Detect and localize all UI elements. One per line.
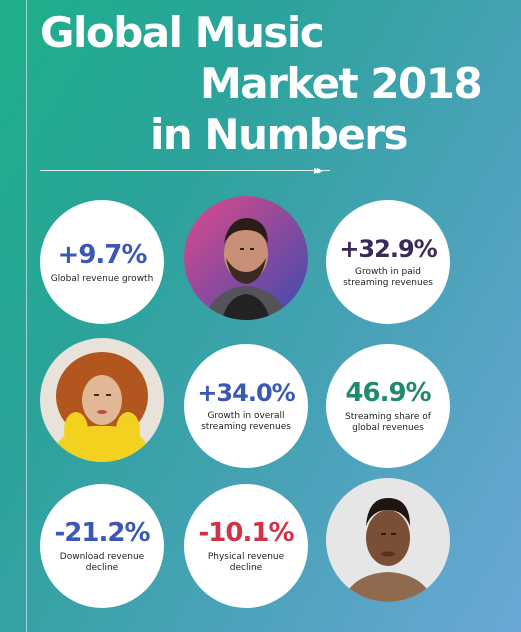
stat-value: 46.9% xyxy=(345,378,431,408)
stat-label: Growth in overall streaming revenues xyxy=(201,411,291,432)
stat-streaming-share: 46.9% Streaming share of global revenues xyxy=(326,344,450,468)
stat-download-decline: -21.2% Download revenue decline xyxy=(40,484,164,608)
stat-value: -10.1% xyxy=(198,518,295,548)
title-line-3: in Numbers xyxy=(150,110,409,159)
stat-value: +32.9% xyxy=(339,235,437,263)
stat-overall-streaming-growth: +34.0% Growth in overall streaming reven… xyxy=(184,344,308,468)
stat-label: Global revenue growth xyxy=(50,273,154,284)
stat-label: Growth in paid streaming revenues xyxy=(343,267,433,288)
title-line-1: Global Music xyxy=(40,8,325,57)
stat-label: Streaming share of global revenues xyxy=(345,412,431,433)
stat-value: +9.7% xyxy=(57,239,148,270)
title-divider xyxy=(40,170,330,171)
title-line-2: Market 2018 xyxy=(200,59,483,108)
artist-photo-man-beard xyxy=(184,196,308,320)
stat-physical-decline: -10.1% Physical revenue decline xyxy=(184,484,308,608)
double-arrow-icon: ▸▸ xyxy=(314,163,323,177)
artist-photo-man-curly-hair xyxy=(326,478,450,602)
stat-value: -21.2% xyxy=(54,518,151,548)
stat-label: Physical revenue decline xyxy=(207,552,285,573)
stat-paid-streaming-growth: +32.9% Growth in paid streaming revenues xyxy=(326,200,450,324)
stat-revenue-growth: +9.7% Global revenue growth xyxy=(40,200,164,324)
artist-photo-woman-yellow xyxy=(40,338,164,462)
stat-value: +34.0% xyxy=(197,379,295,407)
stat-label: Download revenue decline xyxy=(59,552,145,573)
left-edge-line xyxy=(26,0,27,632)
